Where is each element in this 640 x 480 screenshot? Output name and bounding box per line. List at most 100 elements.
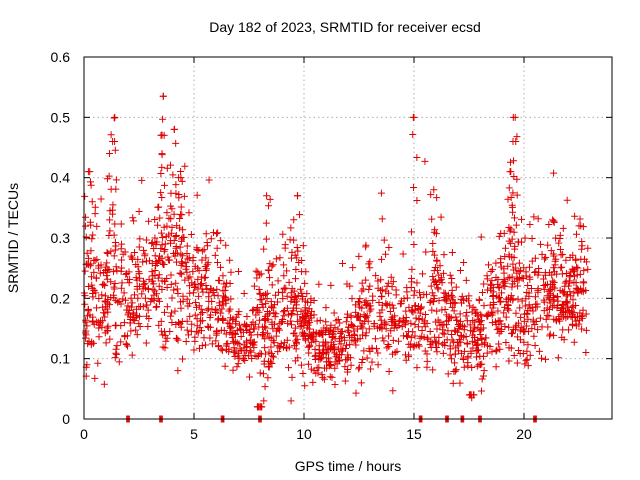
data-point [462, 312, 470, 320]
data-point [515, 276, 523, 284]
data-point [256, 289, 264, 297]
data-point [460, 347, 468, 355]
data-point [439, 326, 447, 334]
data-point [284, 310, 292, 318]
data-point [265, 202, 273, 210]
data-point [331, 358, 339, 366]
data-point [172, 232, 180, 240]
data-point [359, 331, 367, 339]
data-point [230, 344, 238, 352]
data-point [334, 354, 342, 362]
data-point [163, 303, 171, 311]
data-point [284, 319, 292, 327]
data-point [227, 295, 235, 303]
data-point [380, 236, 388, 244]
data-point [408, 307, 416, 315]
data-point [416, 334, 424, 342]
data-point [408, 306, 416, 314]
data-point [322, 338, 330, 346]
data-point [114, 298, 122, 306]
data-point [327, 281, 335, 289]
data-point [290, 216, 298, 224]
data-point [150, 291, 158, 299]
data-point [579, 312, 587, 320]
data-point [127, 294, 135, 302]
data-point [96, 321, 104, 329]
data-point [565, 277, 573, 285]
data-point [382, 299, 390, 307]
data-point [447, 314, 455, 322]
data-point [153, 303, 161, 311]
data-point [181, 276, 189, 284]
data-point [155, 282, 163, 290]
data-point [492, 259, 500, 267]
data-point [500, 269, 508, 277]
data-point [546, 332, 554, 340]
data-point [540, 281, 548, 289]
data-point [161, 328, 169, 336]
data-point [178, 260, 186, 268]
data-point [282, 284, 290, 292]
data-point [95, 333, 103, 341]
data-point [441, 305, 449, 313]
data-point [443, 317, 451, 325]
data-point [509, 260, 517, 268]
data-point [177, 250, 185, 258]
data-point [161, 332, 169, 340]
data-point [219, 301, 227, 309]
data-point [343, 368, 351, 376]
data-point [261, 344, 269, 352]
data-point [352, 308, 360, 316]
data-point [207, 235, 215, 243]
data-point [291, 324, 299, 332]
data-point [84, 307, 92, 315]
data-point [127, 327, 135, 335]
y-tick-label: 0.3 [51, 230, 71, 246]
data-point [378, 286, 386, 294]
data-point [526, 351, 534, 359]
data-point [124, 276, 132, 284]
data-point [419, 270, 427, 278]
data-point [172, 279, 180, 287]
data-point [82, 316, 90, 324]
data-point [523, 355, 531, 363]
data-point [405, 351, 413, 359]
data-point [296, 211, 304, 219]
data-point [475, 296, 483, 304]
data-point [229, 315, 237, 323]
data-point [234, 352, 242, 360]
data-point [326, 373, 334, 381]
data-point [478, 375, 486, 383]
data-point [292, 345, 300, 353]
data-point [382, 320, 390, 328]
data-point [314, 369, 322, 377]
data-point [478, 336, 486, 344]
data-point [128, 303, 136, 311]
data-point [200, 334, 208, 342]
data-point [243, 312, 251, 320]
data-point [192, 303, 200, 311]
data-point [214, 258, 222, 266]
data-point [376, 309, 384, 317]
data-point [434, 285, 442, 293]
data-point [377, 286, 385, 294]
data-point [183, 250, 191, 258]
data-point [194, 275, 202, 283]
data-point [301, 279, 309, 287]
data-point [515, 259, 523, 267]
data-point [331, 364, 339, 372]
data-point [178, 177, 186, 185]
data-point [502, 338, 510, 346]
data-point [319, 349, 327, 357]
data-point [285, 278, 293, 286]
data-point [222, 330, 230, 338]
data-point [105, 266, 113, 274]
data-point [95, 262, 103, 270]
data-point [440, 330, 448, 338]
data-point [521, 234, 529, 242]
data-point [157, 189, 165, 197]
data-point [221, 362, 229, 370]
data-point [189, 257, 197, 265]
data-point [177, 203, 185, 211]
data-point [100, 380, 108, 388]
